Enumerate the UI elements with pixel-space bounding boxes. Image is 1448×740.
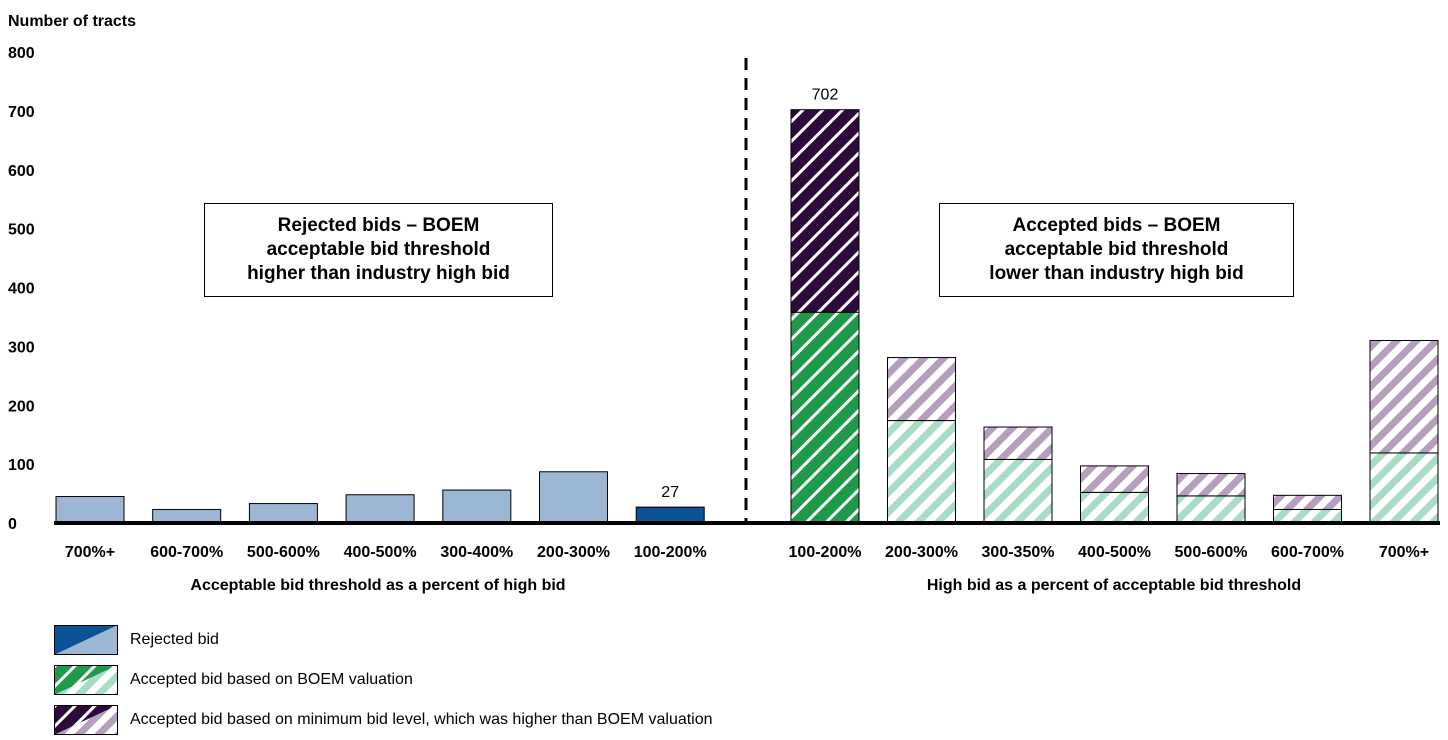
y-tick-label: 300 [8,339,35,356]
annotation-accepted: Accepted bids – BOEM acceptable bid thre… [939,203,1294,297]
y-tick-label: 500 [8,222,35,239]
bar-rejected [635,506,705,524]
bar-rejected [152,508,222,524]
bar-rejected [442,489,512,524]
bar-min [983,426,1053,460]
y-tick-label: 200 [8,398,35,415]
x-axis-title-left: Acceptable bid threshold as a percent of… [190,577,565,594]
x-tick-label: 700%+ [1379,544,1429,561]
swatch-light [54,625,118,655]
legend-item-rejected: Rejected bid [54,620,713,660]
bar-chart: Number of tracts 0 100 200 300 400 500 600 700 8… [8,13,1440,594]
annotation-line: Accepted bids – BOEM [1012,215,1221,236]
x-axis-title-right: High bid as a percent of acceptable bid … [927,577,1301,594]
bar-boem [1176,495,1246,524]
data-label: 27 [661,484,679,501]
bar-boem [983,458,1053,524]
legend-swatch-rejected [54,625,118,655]
x-tick-label: 700%+ [65,544,115,561]
y-tick-label: 400 [8,281,35,298]
bar-boem [1369,452,1439,524]
bar-min [1273,494,1342,510]
legend-swatch-boem [54,665,118,695]
bar-rejected [539,471,608,524]
annotation-line: Rejected bids – BOEM [277,215,480,236]
x-tick-label: 100-200% [634,544,707,561]
y-tick-label: 700 [8,104,35,121]
x-tick-label: 600-700% [1271,544,1344,561]
legend-label: Rejected bid [130,631,219,648]
bar-rejected [345,494,415,524]
swatch-light [54,665,118,695]
legend-item-boem: Accepted bid based on BOEM valuation [54,660,713,700]
bar-min [887,357,956,422]
annotation-line: higher than industry high bid [247,263,510,284]
y-tick-label: 100 [8,457,35,474]
x-tick-label: 500-600% [1175,544,1248,561]
x-tick-label: 200-300% [885,544,958,561]
x-tick-label: 100-200% [789,544,862,561]
y-axis-title: Number of tracts [8,13,136,30]
y-axis-ticks: 0 100 200 300 400 500 600 700 800 [8,45,35,533]
annotation-line: acceptable bid threshold [1004,239,1229,260]
y-tick-label: 800 [8,45,35,62]
bar-rejected [55,496,125,524]
bar-min [1369,339,1439,454]
swatch-border [54,665,118,695]
x-tick-label: 300-400% [440,544,513,561]
legend-label: Accepted bid based on minimum bid level,… [130,711,713,728]
bar-boem [1080,491,1149,524]
bar-rejected [248,503,318,524]
x-tick-label: 200-300% [537,544,610,561]
x-tick-label: 300-350% [982,544,1055,561]
bar-min [1176,473,1246,497]
legend-swatch-min [54,705,118,735]
annotation-line: acceptable bid threshold [266,239,491,260]
x-axis-ticks: 700%+ 600-700% 500-600% 400-500% 300-400% 200… [65,544,1429,561]
bar-min [790,109,860,313]
annotation-line: lower than industry high bid [989,263,1244,284]
bar-boem [790,311,860,524]
x-tick-label: 400-500% [1078,544,1151,561]
swatch-border [54,625,118,655]
legend-label: Accepted bid based on BOEM valuation [130,671,413,688]
legend-item-min: Accepted bid based on minimum bid level,… [54,700,713,740]
y-tick-label: 600 [8,163,35,180]
bars-group: 27 702 [55,87,1439,524]
bar-boem [887,420,956,524]
x-tick-label: 600-700% [150,544,223,561]
y-tick-label: 0 [8,516,17,533]
x-tick-label: 500-600% [247,544,320,561]
legend: Rejected bid Accepted bid based on BOEM … [54,620,713,740]
bar-min [1080,465,1149,493]
annotation-rejected: Rejected bids – BOEM acceptable bid thre… [204,203,553,297]
data-label: 702 [812,87,839,104]
x-tick-label: 400-500% [344,544,417,561]
bar-boem [1273,508,1342,524]
